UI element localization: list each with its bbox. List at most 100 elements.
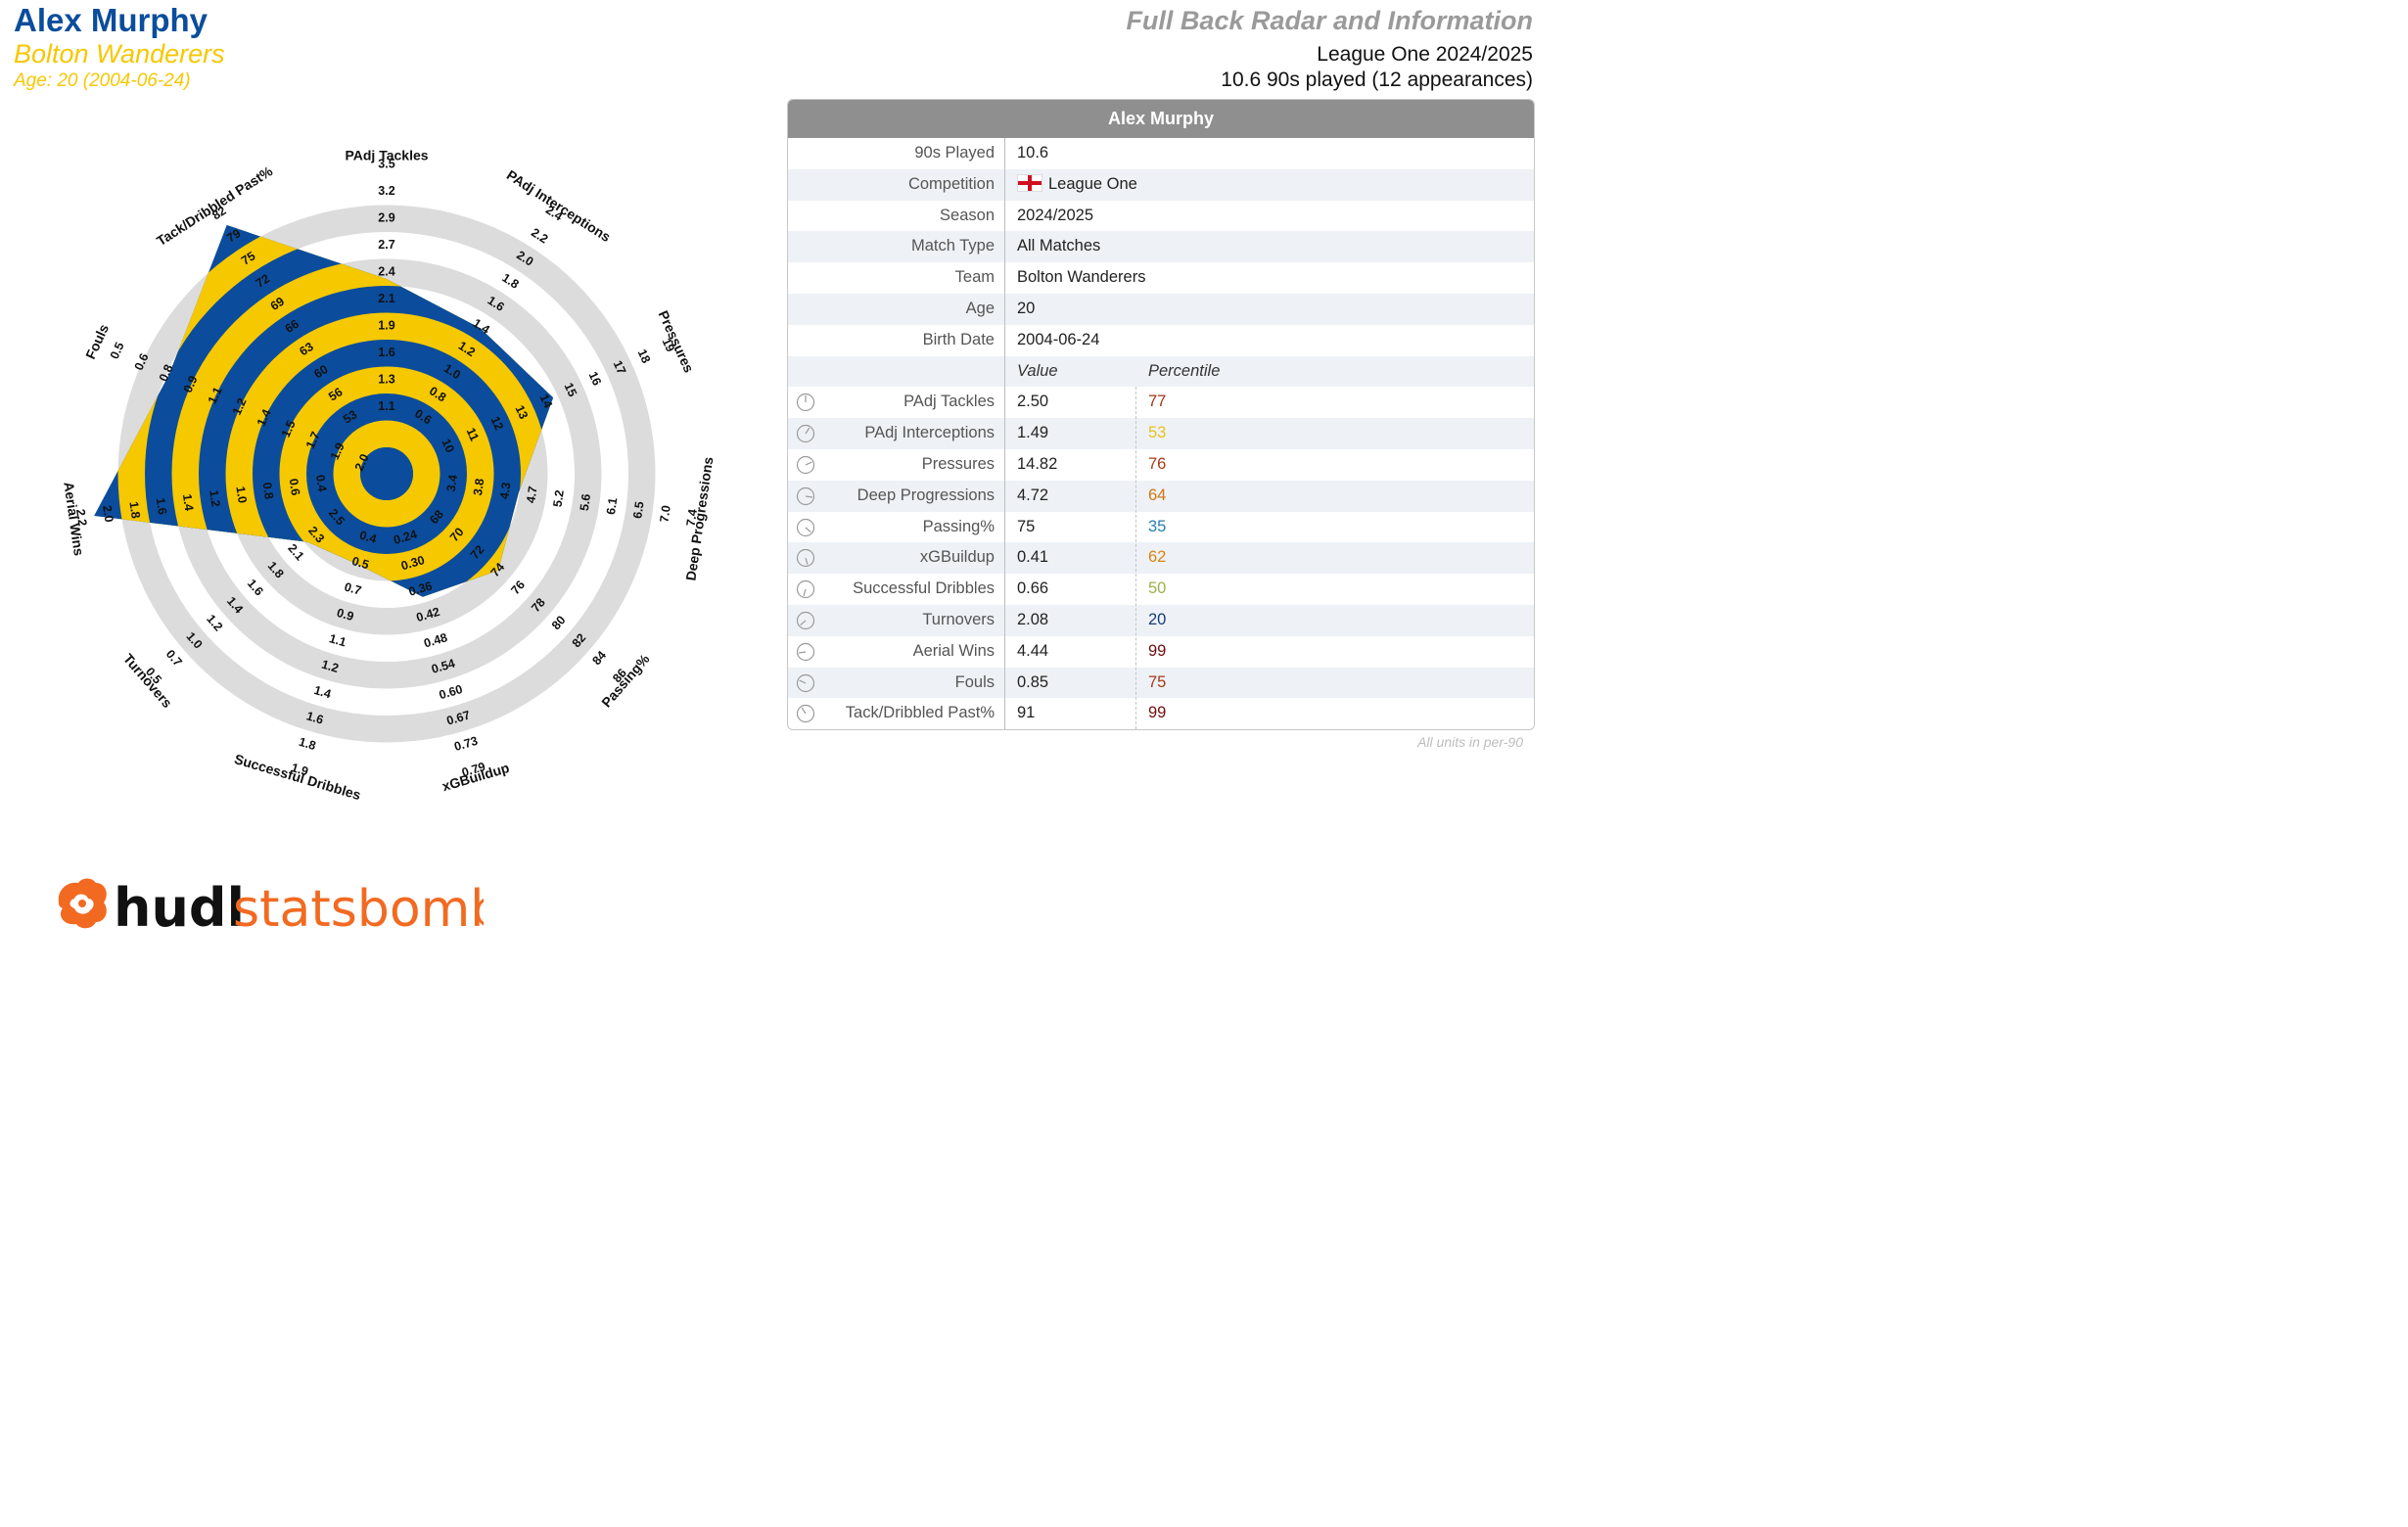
info-row: Tack/Dribbled Past% 91 99 (788, 698, 1534, 729)
radar-tick-label: 0.9 (335, 606, 355, 624)
info-label: Birth Date (922, 330, 995, 348)
radar-tick-label: 17 (611, 358, 629, 377)
gauge-icon (796, 549, 815, 568)
metric-label: Aerial Wins (912, 641, 995, 660)
gauge-icon (796, 642, 815, 661)
metric-percentile: 50 (1148, 579, 1167, 598)
radar-tick-label: 0.36 (407, 578, 434, 598)
radar-tick-label: 0.9 (181, 374, 201, 395)
radar-tick-label: 0.4 (313, 474, 329, 492)
info-row: Turnovers 2.08 20 (788, 604, 1534, 636)
info-row: Season 2024/2025 (788, 201, 1534, 232)
radar-tick-label: 75 (239, 249, 257, 267)
percentile-column-header: Percentile (1148, 361, 1221, 380)
radar-tick-label: 14 (537, 392, 556, 410)
metric-percentile: 99 (1148, 641, 1167, 660)
info-row: Age 20 (788, 293, 1534, 325)
radar-tick-label: 53 (341, 407, 359, 426)
info-row: 90s Played 10.6 (788, 138, 1534, 169)
radar-tick-label: 5.2 (551, 489, 567, 508)
info-label: Team (954, 268, 995, 287)
radar-tick-label: 4.7 (524, 486, 539, 504)
radar-tick-label: 0.54 (430, 657, 456, 676)
info-value: League One (1017, 169, 1137, 201)
metric-value: 2.08 (1017, 610, 1049, 628)
table-divider (1004, 138, 1005, 729)
metric-label: Successful Dribbles (853, 579, 995, 598)
metric-label: Passing% (922, 517, 995, 535)
radar-tick-label: 56 (326, 385, 345, 403)
radar-tick-label: 6.1 (604, 496, 620, 515)
radar-tick-label: 1.2 (230, 396, 250, 418)
metric-percentile: 62 (1148, 548, 1167, 567)
metric-label: Turnovers (922, 610, 995, 628)
radar-tick-label: 2.0 (352, 452, 372, 474)
metric-percentile: 20 (1148, 610, 1167, 628)
info-label: 90s Played (914, 144, 995, 162)
radar-tick-label: 69 (268, 295, 287, 313)
radar-tick-label: 3.2 (378, 184, 394, 198)
info-row: Team Bolton Wanderers (788, 262, 1534, 294)
radar-tick-label: 0.24 (392, 528, 418, 547)
metric-percentile: 75 (1148, 672, 1167, 691)
info-row: Successful Dribbles 0.66 50 (788, 574, 1534, 605)
info-table-title: Alex Murphy (788, 100, 1534, 138)
radar-tick-label: 3.4 (444, 474, 460, 492)
radar-tick-label: 1.3 (378, 373, 394, 387)
metric-label: Pressures (921, 454, 995, 473)
radar-tick-label: 0.7 (343, 579, 363, 597)
radar-tick-label: 1.2 (320, 658, 341, 675)
played-line: 10.6 90s played (12 appearances) (1221, 69, 1533, 91)
info-label: Season (940, 206, 995, 224)
radar-tick-label: 1.6 (154, 497, 169, 516)
radar-tick-label: 1.9 (378, 319, 394, 333)
metric-label: Deep Progressions (857, 486, 995, 504)
age-line: Age: 20 (2004-06-24) (14, 70, 191, 91)
radar-tick-label: 1.0 (233, 486, 249, 504)
info-table-card: Alex Murphy 90s Played 10.6 Competition Lea… (787, 99, 1535, 730)
metric-value: 91 (1017, 704, 1036, 722)
radar-tick-label: 7.4 (684, 508, 700, 527)
radar-tick-label: 11 (464, 426, 482, 443)
metric-value: 0.41 (1017, 548, 1049, 567)
radar-tick-label: 1.7 (303, 430, 323, 451)
radar-tick-label: 79 (224, 226, 243, 245)
metric-label: PAdj Tackles (903, 393, 995, 411)
radar-tick-label: 1.4 (180, 493, 196, 512)
radar-tick-label: 1.1 (378, 399, 394, 413)
radar-tick-label: 4.3 (497, 482, 513, 500)
radar-tick-label: 1.2 (207, 489, 222, 508)
metric-percentile: 99 (1148, 704, 1167, 722)
radar-tick-label: 2.0 (100, 504, 116, 523)
team-name: Bolton Wanderers (14, 39, 225, 69)
radar-tick-label: 0.79 (460, 760, 486, 779)
info-value: 20 (1017, 299, 1036, 317)
info-value: 2024/2025 (1017, 206, 1093, 224)
logo-text-statsbomb: statsbomb (233, 880, 484, 939)
radar-tick-label: 5.6 (578, 493, 593, 512)
info-value: Bolton Wanderers (1017, 268, 1146, 287)
metric-percentile: 77 (1148, 393, 1167, 411)
radar-tick-label: 16 (586, 370, 605, 389)
england-flag-icon (1017, 173, 1042, 192)
metric-percentile: 76 (1148, 454, 1167, 473)
metric-value: 2.50 (1017, 393, 1049, 411)
radar-tick-label: 1.6 (304, 709, 325, 726)
radar-tick-label: 0.60 (438, 682, 464, 702)
radar-tick-label: 6.5 (630, 500, 646, 519)
radar-tick-label: 15 (562, 381, 580, 399)
metric-value: 4.44 (1017, 641, 1049, 660)
radar-tick-label: 0.48 (422, 630, 448, 650)
radar-tick-label: 66 (283, 317, 301, 336)
radar-tick-label: 18 (635, 347, 654, 366)
radar-tick-label: 1.4 (312, 683, 333, 701)
radar-tick-label: 63 (297, 340, 315, 358)
radar-tick-label: 19 (660, 336, 678, 354)
radar-tick-label: 2.4 (378, 265, 394, 279)
radar-tick-label: 72 (254, 272, 272, 291)
metric-value: 0.85 (1017, 672, 1049, 691)
info-row: Birth Date 2004-06-24 (788, 325, 1534, 356)
metric-value: 14.82 (1017, 454, 1058, 473)
radar-tick-label: 1.1 (206, 385, 225, 406)
